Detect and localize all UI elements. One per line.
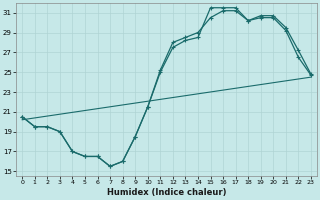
X-axis label: Humidex (Indice chaleur): Humidex (Indice chaleur)	[107, 188, 226, 197]
